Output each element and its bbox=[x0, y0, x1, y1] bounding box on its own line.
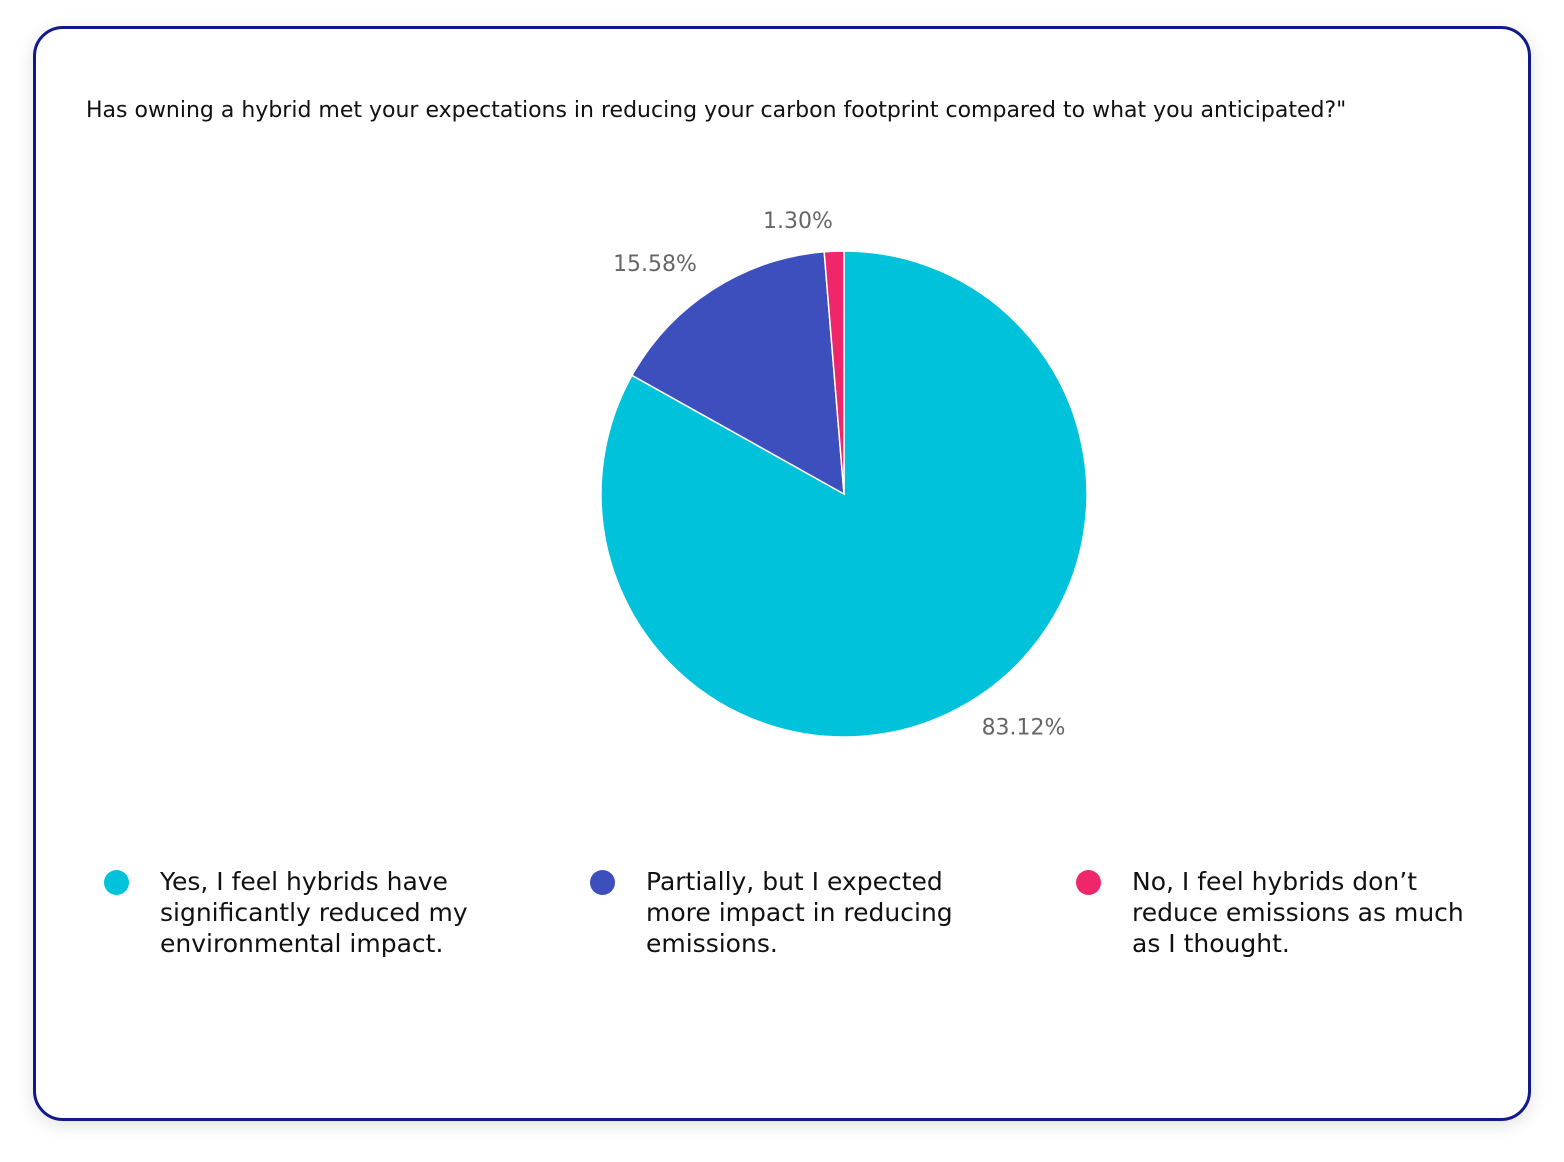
legend-label: No, I feel hybrids don’t reduce emission… bbox=[1132, 867, 1464, 958]
pie-slice bbox=[823, 250, 845, 495]
legend-label: Yes, I feel hybrids have significantly r… bbox=[160, 867, 468, 958]
data-label: 15.58% bbox=[613, 252, 697, 277]
data-label: 83.12% bbox=[982, 716, 1066, 741]
chart-title: Has owning a hybrid met your expectation… bbox=[86, 98, 1347, 123]
legend-label: Partially, but I expected more impact in… bbox=[646, 867, 953, 958]
legend-item: No, I feel hybrids don’t reduce emission… bbox=[1076, 866, 1492, 959]
data-label: 1.30% bbox=[763, 209, 833, 234]
legend-swatch bbox=[590, 870, 615, 895]
pie-slice bbox=[630, 251, 845, 496]
legend-item: Partially, but I expected more impact in… bbox=[590, 866, 1006, 959]
legend-item: Yes, I feel hybrids have significantly r… bbox=[104, 866, 520, 959]
legend-swatch bbox=[1076, 870, 1101, 895]
legend-swatch bbox=[104, 870, 129, 895]
